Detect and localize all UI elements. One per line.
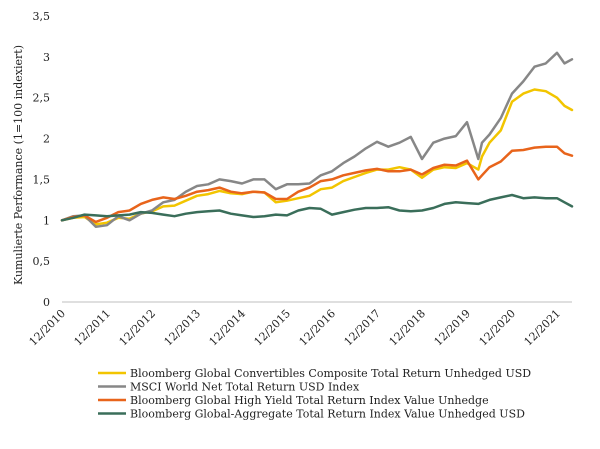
x-tick-label: 12/2020	[477, 307, 519, 349]
x-tick-label: 12/2014	[207, 307, 249, 349]
x-axis: 12/2010 12/2011 12/2012 12/2013 12/2014 12/20…	[27, 307, 564, 349]
series-lines	[60, 51, 574, 229]
x-tick-label: 12/2015	[252, 307, 294, 349]
series-line-3	[60, 145, 574, 224]
legend-label-4: Bloomberg Global-Aggregate Total Return …	[130, 408, 525, 421]
y-tick-label: 3,5	[33, 10, 51, 23]
legend: Bloomberg Global Convertibles Composite …	[98, 367, 531, 421]
x-tick-label: 12/2018	[387, 307, 429, 349]
series-line-4	[60, 193, 574, 222]
x-tick-label: 12/2012	[117, 307, 159, 349]
legend-label-2: MSCI World Net Total Return USD Index	[130, 381, 360, 394]
y-tick-label: 2	[43, 133, 50, 146]
x-tick-label: 12/2017	[342, 307, 384, 349]
y-tick-label: 2,5	[33, 92, 51, 105]
series-line-2	[60, 51, 574, 229]
x-tick-label: 12/2010	[27, 307, 69, 349]
x-tick-label: 12/2011	[72, 307, 114, 349]
y-tick-label: 0	[43, 296, 50, 309]
y-tick-label: 0,5	[33, 255, 51, 268]
x-tick-label: 12/2019	[432, 307, 474, 349]
y-tick-label: 1,5	[33, 173, 51, 186]
y-tick-label: 1	[43, 214, 50, 227]
x-tick-label: 12/2013	[162, 307, 204, 349]
y-axis: 0 0,5 1 1,5 2 2,5 3 3,5	[33, 10, 51, 309]
x-tick-label: 12/2021	[522, 307, 564, 349]
legend-label-1: Bloomberg Global Convertibles Composite …	[130, 367, 531, 380]
y-axis-title: Kumulierte Performance (1=100 indexiert)	[12, 45, 25, 285]
y-tick-label: 3	[43, 51, 50, 64]
x-tick-label: 12/2016	[297, 307, 339, 349]
legend-label-3: Bloomberg Global High Yield Total Return…	[130, 394, 489, 407]
